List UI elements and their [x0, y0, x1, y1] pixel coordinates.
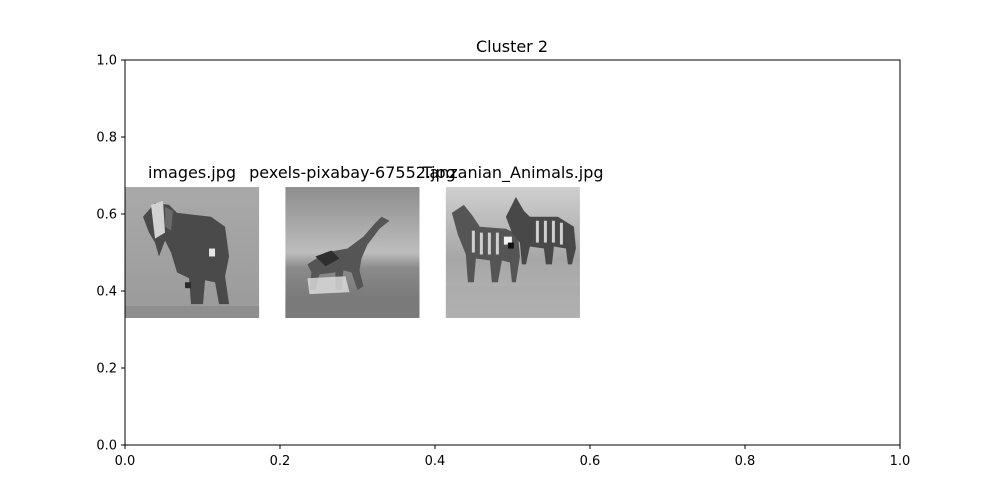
thumbnail-label: images.jpg: [148, 163, 236, 182]
y-tick-label: 0.4: [96, 285, 117, 300]
axes-frame: [124, 59, 901, 446]
x-axis: 0.0 0.2 0.4 0.6 0.8 1.0: [115, 445, 911, 469]
y-tick-label: 0.6: [96, 208, 117, 223]
zebras-grayscale-thumbnail: [445, 196, 580, 318]
x-tick-label: 0.8: [735, 454, 756, 469]
thumbnail-images-jpg: [125, 187, 260, 318]
thumbnail-pexels-pixabay: [285, 187, 420, 318]
thumbnail-label: pexels-pixabay-67552.jpg: [249, 163, 456, 182]
x-tick-label: 1.0: [890, 454, 911, 469]
y-tick-label: 0.8: [96, 131, 117, 146]
y-axis: 0.0 0.2 0.4 0.6 0.8 1.0: [96, 54, 125, 454]
y-tick-label: 1.0: [96, 54, 117, 69]
elephant-grayscale-thumbnail: [125, 200, 260, 318]
x-tick-label: 0.4: [425, 454, 446, 469]
y-tick-label: 0.0: [96, 439, 117, 454]
chart-title: Cluster 2: [476, 37, 548, 56]
giraffe-grayscale-thumbnail: [285, 216, 420, 318]
thumbnail-label: Tanzanian_Animals.jpg: [421, 163, 603, 183]
x-tick-label: 0.0: [115, 454, 136, 469]
y-tick-label: 0.2: [96, 362, 117, 377]
x-tick-label: 0.6: [580, 454, 601, 469]
x-tick-label: 0.2: [270, 454, 291, 469]
thumbnail-tanzanian-animals: [445, 187, 580, 318]
thumbnail-labels: images.jpg pexels-pixabay-67552.jpgTanzan…: [148, 163, 604, 183]
